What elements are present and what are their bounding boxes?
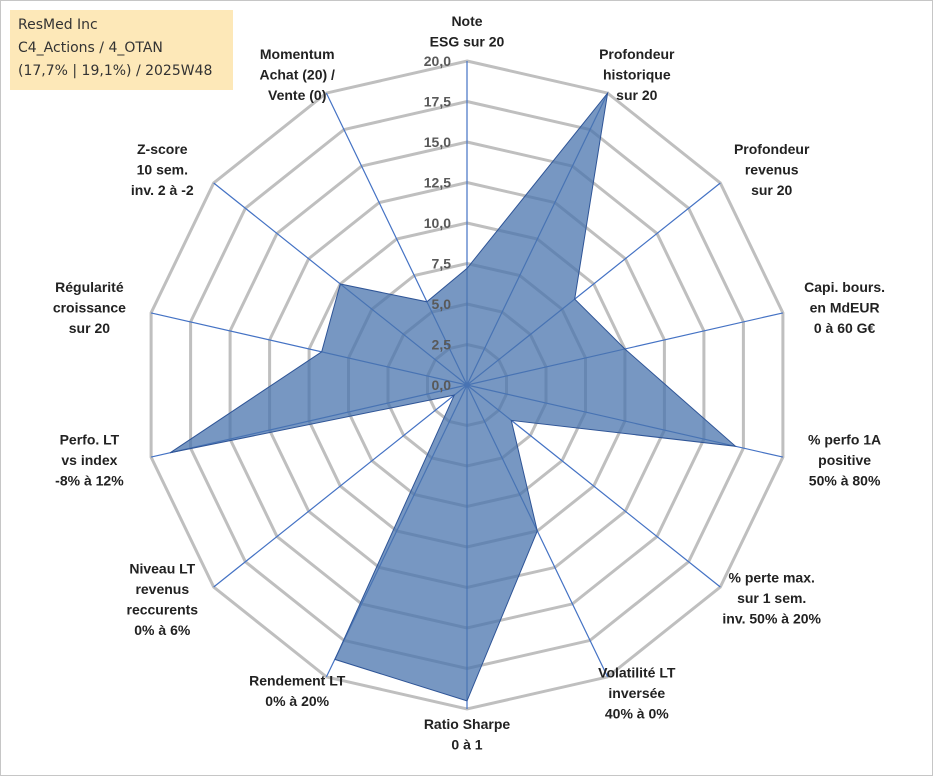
axis-label-line: inv. 50% à 20% [722, 610, 821, 626]
series-layer [169, 91, 738, 702]
axis-spoke [213, 384, 468, 588]
radial-tick-label: 15,0 [424, 134, 451, 150]
axis-label: Ratio Sharpe 0 à 1 [424, 716, 511, 753]
axis-label-line: reccurents [127, 602, 199, 618]
axis-label-line: 0% à 20% [265, 693, 329, 709]
axis-label-line: ESG sur 20 [430, 34, 505, 50]
axis-label: Régularité croissance sur 20 [53, 279, 126, 336]
axis-label: Note ESG sur 20 [430, 13, 505, 50]
axis-label-line: Régularité [55, 279, 124, 295]
info-box: ResMed Inc C4_Actions / 4_OTAN (17,7% | … [10, 10, 233, 90]
performance-week: (17,7% | 19,1%) / 2025W48 [18, 63, 213, 79]
axis-label-line: croissance [53, 299, 126, 315]
axis-label-layer: Note ESG sur 20 Profondeur historique sur 20… [53, 13, 885, 753]
axis-label-line: vs index [61, 452, 117, 468]
axis-label-line: Capi. bours. [804, 279, 885, 295]
axis-label-line: Volatilité LT [598, 665, 676, 681]
axis-label-line: revenus [135, 581, 189, 597]
axis-label: % perfo 1A positive 50% à 80% [808, 432, 881, 489]
series-area [169, 91, 738, 702]
axis-label-line: sur 20 [751, 182, 792, 198]
company-name: ResMed Inc [18, 17, 98, 33]
axis-label: Capi. bours. en MdEUR 0 à 60 G€ [804, 279, 885, 336]
axis-label-line: inversée [608, 685, 665, 701]
axis-label-line: en MdEUR [810, 299, 880, 315]
portfolio-category: C4_Actions / 4_OTAN [18, 40, 163, 56]
axis-label: Momentum Achat (20) / Vente (0) [259, 46, 335, 103]
axis-label-line: Note [451, 13, 482, 29]
axis-label-line: sur 20 [616, 87, 657, 103]
axis-label-line: inv. 2 à -2 [131, 182, 194, 198]
axis-label-line: sur 1 sem. [737, 590, 806, 606]
axis-label: Perfo. LT vs index -8% à 12% [55, 432, 124, 489]
tick-label-layer: 0,0 2,5 5,0 7,5 10,0 12,5 15,0 17,5 20,0 [424, 53, 451, 393]
axis-label-line: revenus [745, 162, 799, 178]
axis-label-line: Rendement LT [249, 673, 346, 689]
axis-label-line: Momentum [260, 46, 335, 62]
axis-label-line: sur 20 [69, 320, 110, 336]
axis-label: Z-score 10 sem. inv. 2 à -2 [131, 141, 194, 198]
axis-label-line: 50% à 80% [809, 473, 881, 489]
axis-label-line: positive [818, 452, 871, 468]
axis-label-line: 0 à 60 G€ [814, 320, 876, 336]
radial-tick-label: 20,0 [424, 53, 451, 69]
axis-label: Niveau LT revenus reccurents 0% à 6% [127, 561, 199, 639]
axis-label-line: 10 sem. [137, 162, 188, 178]
axis-label-line: Perfo. LT [60, 432, 120, 448]
axis-label-line: 0% à 6% [134, 622, 191, 638]
radial-tick-label: 12,5 [424, 175, 451, 191]
axis-label: Profondeur revenus sur 20 [734, 141, 810, 198]
axis-label-line: % perfo 1A [808, 432, 881, 448]
radial-tick-label: 17,5 [424, 94, 451, 110]
axis-label-line: Ratio Sharpe [424, 716, 511, 732]
axis-label: Volatilité LT inversée 40% à 0% [598, 665, 676, 722]
radial-tick-label: 7,5 [432, 256, 452, 272]
axis-label-line: Z-score [137, 141, 188, 157]
axis-label-line: historique [603, 66, 671, 82]
axis-label-line: Profondeur [734, 141, 810, 157]
axis-label-line: Vente (0) [268, 87, 326, 103]
axis-label-line: 0 à 1 [451, 737, 482, 753]
axis-label-line: Achat (20) / [259, 66, 335, 82]
axis-label-line: -8% à 12% [55, 473, 124, 489]
axis-label-line: 40% à 0% [605, 706, 669, 722]
axis-label: Rendement LT 0% à 20% [249, 673, 346, 710]
axis-label-line: Profondeur [599, 46, 675, 62]
axis-label-line: Niveau LT [129, 561, 195, 577]
radial-tick-label: 10,0 [424, 215, 451, 231]
axis-label-line: % perte max. [729, 569, 815, 585]
radial-tick-label: 0,0 [432, 377, 452, 393]
radial-tick-label: 2,5 [432, 337, 452, 353]
axis-label: % perte max. sur 1 sem. inv. 50% à 20% [722, 569, 821, 626]
axis-label: Profondeur historique sur 20 [599, 46, 675, 103]
radial-tick-label: 5,0 [432, 296, 452, 312]
